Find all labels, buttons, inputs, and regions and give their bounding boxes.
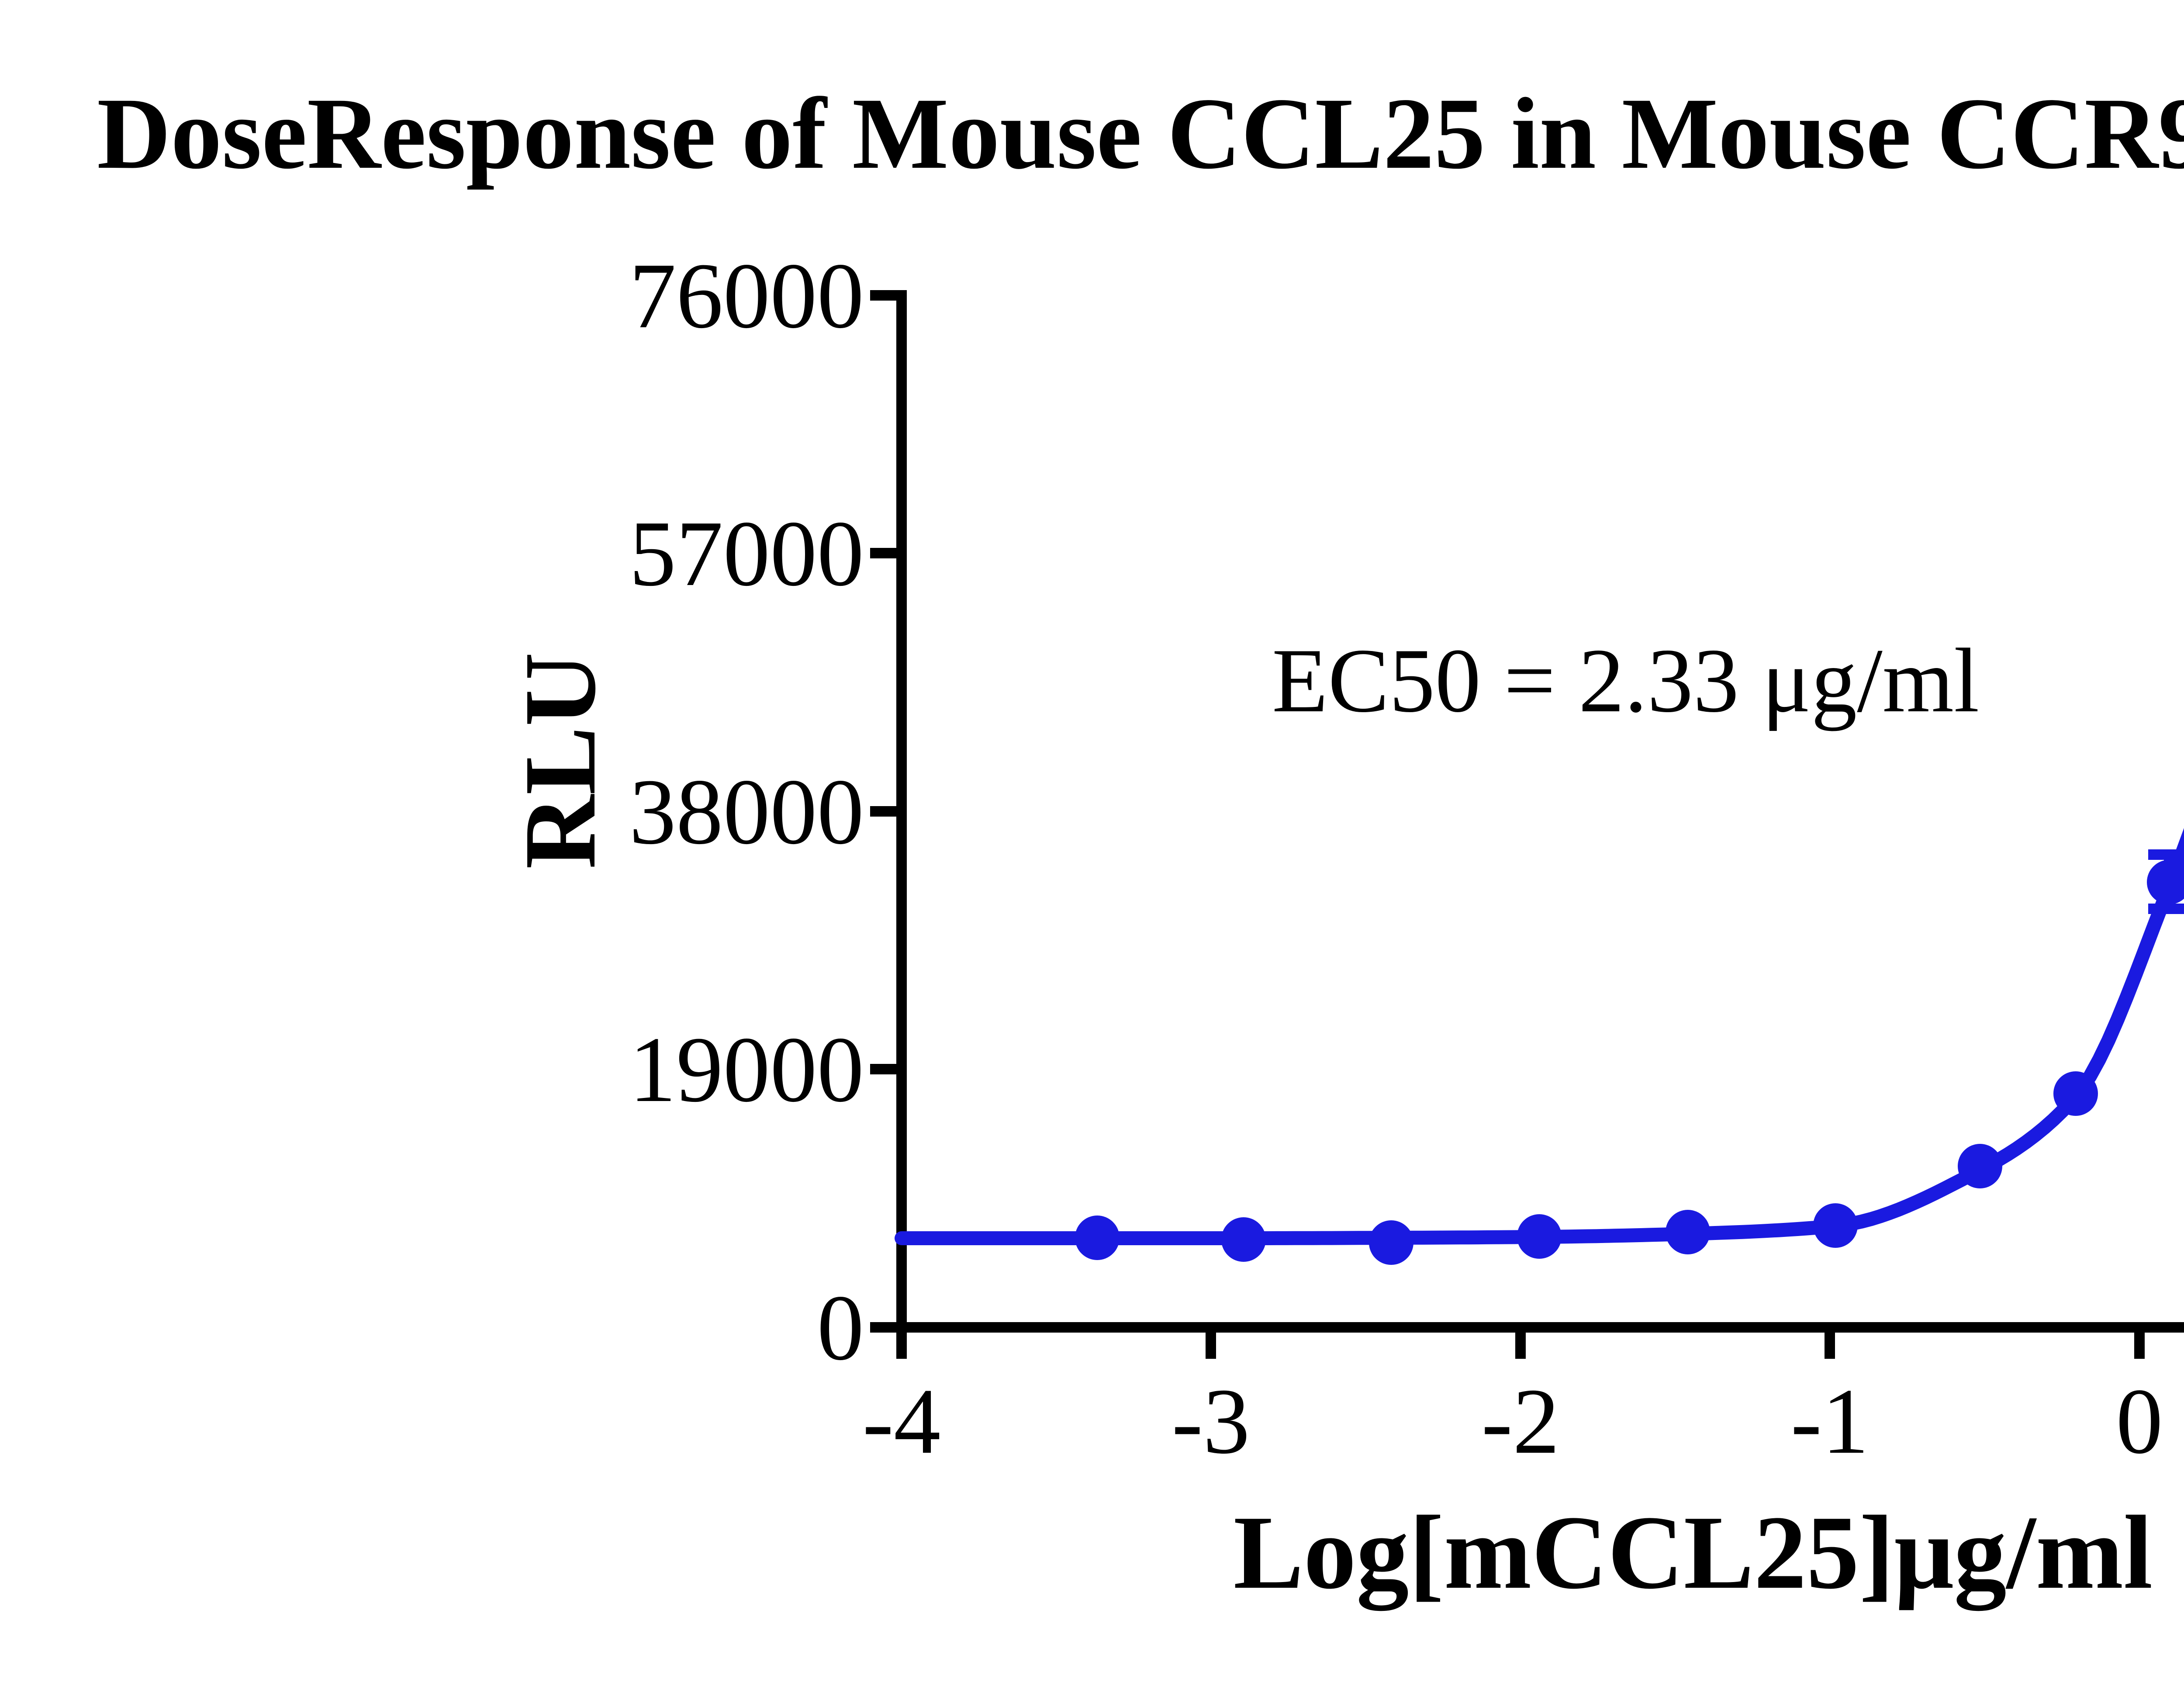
svg-text:0: 0 (2116, 1369, 2163, 1473)
svg-text:-1: -1 (1790, 1369, 1869, 1473)
svg-text:-4: -4 (862, 1369, 940, 1473)
svg-text:76000: 76000 (629, 243, 864, 348)
svg-text:-3: -3 (1171, 1369, 1250, 1473)
svg-text:RLU: RLU (503, 652, 617, 869)
svg-text:38000: 38000 (629, 759, 864, 864)
svg-text:Log[mCCL25]μg/ml: Log[mCCL25]μg/ml (1234, 1494, 2153, 1611)
svg-text:EC50 = 2.33 μg/ml: EC50 = 2.33 μg/ml (1272, 630, 1979, 731)
svg-text:0: 0 (817, 1275, 864, 1380)
svg-text:DoseResponse of Mouse CCL25 in: DoseResponse of Mouse CCL25 in Mouse CCR… (97, 76, 2184, 190)
svg-text:19000: 19000 (629, 1017, 864, 1122)
svg-text:-2: -2 (1481, 1369, 1559, 1473)
svg-text:57000: 57000 (629, 501, 864, 606)
